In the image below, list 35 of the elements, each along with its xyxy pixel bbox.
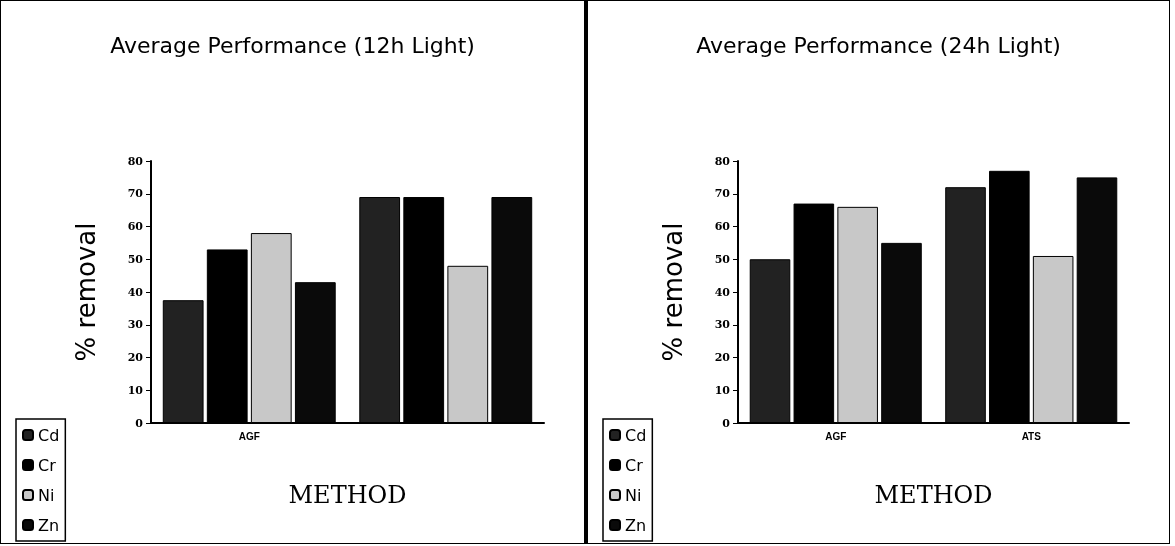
x-axis-title: METHOD [288,481,407,509]
y-tick-label: 60 [127,220,144,233]
y-tick-label: 10 [714,383,731,397]
x-tick-label: ATS [1021,430,1042,442]
y-tick-label: 80 [127,154,144,168]
y-tick-label: 50 [714,252,731,266]
y-tick-label: 70 [127,187,144,201]
y-tick-label: 40 [714,285,731,299]
legend-label: Cr [625,455,644,475]
y-tick-label: 30 [127,318,144,332]
y-axis-title: % removal [658,222,688,362]
y-tick-label: 50 [127,252,144,266]
y-tick-label: 20 [714,351,731,364]
y-tick-label: 60 [714,220,731,233]
legend-label: Cr [38,455,57,475]
legend-label: Ni [38,485,55,505]
x-tick-label: AGF [825,430,847,442]
y-tick-label: 0 [722,416,731,430]
legend-label: Zn [625,515,647,535]
legend-label: Cd [625,425,647,445]
chart-title: Average Performance (12h Light) [110,32,475,58]
legend-label: Ni [625,485,642,505]
y-tick-label: 0 [135,416,144,430]
chart-title: Average Performance (24h Light) [696,32,1061,58]
y-tick-label: 10 [127,383,144,397]
y-tick-label: 20 [127,351,144,364]
legend-label: Zn [38,515,60,535]
y-tick-label: 80 [714,154,731,168]
x-axis-title: METHOD [874,481,993,509]
x-tick-label: AGF [238,430,260,442]
y-tick-label: 70 [714,187,731,201]
legend-label: Cd [38,425,60,445]
y-axis-title: % removal [71,222,101,362]
y-tick-label: 30 [714,318,731,332]
y-tick-label: 40 [127,285,144,299]
